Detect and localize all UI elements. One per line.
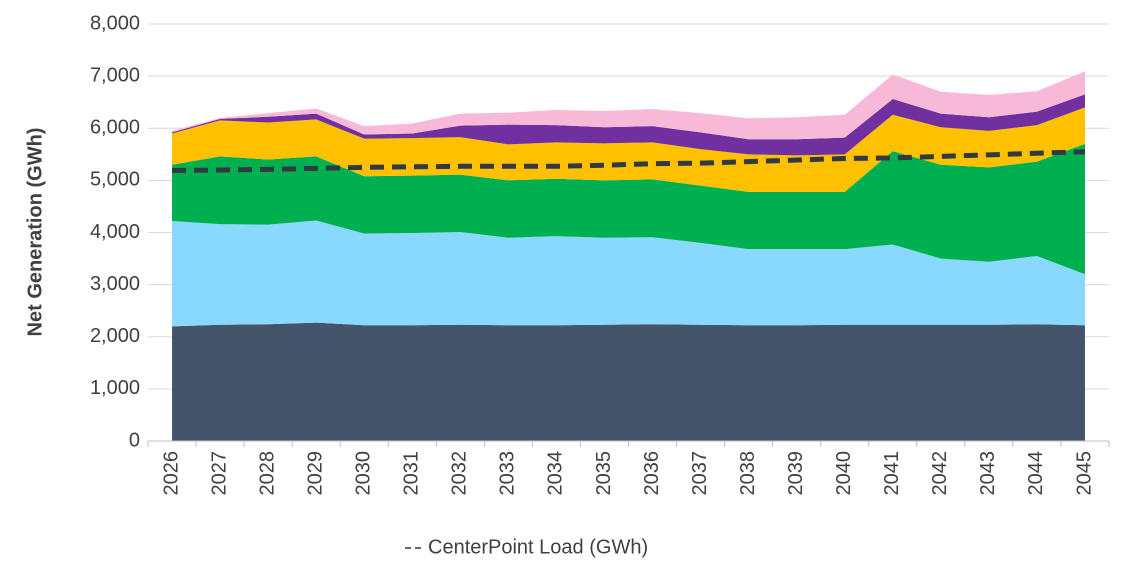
y-tick-label: 3,000 bbox=[90, 273, 140, 295]
x-tick-label: 2038 bbox=[737, 451, 759, 496]
x-tick-label: 2034 bbox=[545, 451, 567, 496]
x-tick-label: 2037 bbox=[689, 451, 711, 496]
area bbox=[172, 143, 1085, 275]
x-tick-label: 2043 bbox=[977, 451, 999, 496]
y-tick-label: 5,000 bbox=[90, 169, 140, 191]
area bbox=[172, 322, 1085, 441]
x-tick-label: 2030 bbox=[353, 451, 375, 496]
area bbox=[172, 94, 1085, 156]
x-tick-label: 2040 bbox=[833, 451, 855, 496]
legend-label: CenterPoint Load (GWh) bbox=[428, 536, 648, 558]
x-tick-label: 2026 bbox=[160, 451, 182, 496]
y-tick-label: 0 bbox=[129, 429, 140, 451]
x-tick-label: 2027 bbox=[208, 451, 230, 496]
y-tick-label: 6,000 bbox=[90, 117, 140, 139]
y-tick-label: 1,000 bbox=[90, 377, 140, 399]
x-tick-label: 2028 bbox=[256, 451, 278, 496]
y-tick-label: 4,000 bbox=[90, 221, 140, 243]
y-tick-label: 2,000 bbox=[90, 325, 140, 347]
x-tick-label: 2044 bbox=[1025, 451, 1047, 496]
x-tick-label: 2033 bbox=[497, 451, 519, 496]
x-tick-label: 2029 bbox=[304, 451, 326, 496]
x-tick-label: 2031 bbox=[401, 451, 423, 496]
x-tick-label: 2041 bbox=[881, 451, 903, 496]
area bbox=[172, 71, 1085, 140]
x-tick-label: 2039 bbox=[785, 451, 807, 496]
y-tick-label: 8,000 bbox=[90, 12, 140, 34]
area bbox=[172, 220, 1085, 327]
y-tick-label: 7,000 bbox=[90, 64, 140, 86]
x-tick-label: 2045 bbox=[1073, 451, 1095, 496]
line bbox=[171, 149, 1086, 173]
x-tick-label: 2035 bbox=[593, 451, 615, 496]
y-axis-title: Net Generation (GWh) bbox=[24, 128, 46, 337]
x-tick-label: 2032 bbox=[449, 451, 471, 496]
x-tick-label: 2042 bbox=[929, 451, 951, 496]
x-tick-label: 2036 bbox=[641, 451, 663, 496]
area bbox=[172, 107, 1085, 192]
